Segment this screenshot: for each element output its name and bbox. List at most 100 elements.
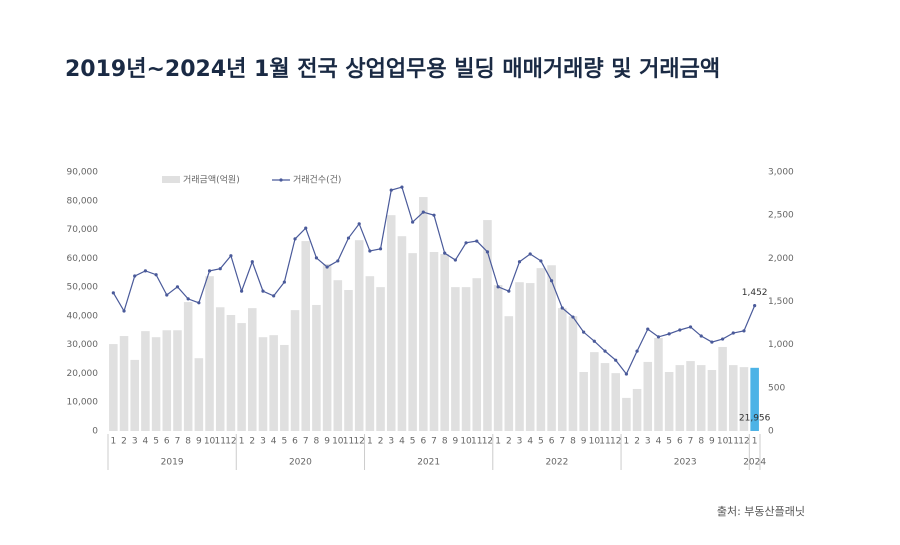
x-tick-label: 12 [482,437,493,447]
bar [386,215,396,431]
line-point [560,306,564,310]
bar [215,307,225,431]
line-point [368,249,372,253]
line-point [111,291,115,295]
bar [397,236,407,431]
line-point [496,285,500,289]
y2-tick-label: 1,500 [768,297,794,307]
line-point [240,289,244,293]
line-point [507,289,511,293]
line-point [485,250,490,254]
x-tick-label: 11 [599,437,610,447]
bar [579,372,588,431]
line-point [261,289,265,293]
bar [686,361,695,431]
x-group-label: 2022 [545,458,568,468]
y2-tick-label: 0 [768,427,774,437]
bar [557,308,567,431]
x-tick-label: 10 [589,437,601,447]
bar [696,365,706,431]
legend-swatch [279,178,283,182]
x-tick-label: 6 [677,437,683,447]
bar [130,359,139,431]
y2-tick-label: 1,000 [768,340,794,350]
bar [451,287,460,431]
x-tick-label: 10 [204,437,216,447]
line-point [175,285,180,289]
x-tick-label: 11 [343,437,354,447]
x-tick-label: 7 [431,437,437,447]
line-point [250,260,254,264]
y-tick-label: 50,000 [67,283,99,293]
x-tick-label: 3 [132,437,138,447]
x-tick-label: 1 [752,437,758,447]
x-tick-label: 9 [324,437,330,447]
x-tick-label: 8 [698,437,704,447]
x-tick-label: 1 [239,437,245,447]
line-point [517,260,522,264]
bar [248,308,257,431]
bar [590,352,599,431]
x-tick-label: 5 [538,437,544,447]
x-tick-label: 5 [666,437,672,447]
bar [632,388,642,431]
bar [301,241,311,431]
x-tick-label: 8 [185,437,191,447]
line-point [218,267,222,271]
x-tick-label: 5 [153,437,159,447]
line-point [186,297,190,301]
x-tick-label: 2 [506,437,512,447]
line-point [592,339,596,343]
line-point [614,358,618,362]
x-tick-label: 1 [624,437,630,447]
legend-swatch [162,176,180,183]
bar [162,330,172,431]
line-point [678,328,682,332]
bar [226,315,236,431]
bar [376,287,385,431]
line-point [411,220,415,224]
x-tick-label: 5 [281,437,287,447]
bar [205,276,214,431]
bar [622,397,631,431]
x-tick-label: 9 [453,437,459,447]
x-tick-label: 12 [738,437,749,447]
line-point [122,309,126,313]
bar [322,264,332,431]
x-tick-label: 1 [110,437,116,447]
line-point [699,334,703,338]
x-tick-label: 4 [527,437,533,447]
chart-title: 2019년~2024년 1월 전국 상업업무용 빌딩 매매거래량 및 거래금액 [65,57,720,82]
x-group-label: 2019 [161,458,184,468]
line-point [667,332,671,336]
bar [440,254,449,431]
y-tick-label: 20,000 [67,369,99,379]
line-point [207,269,212,273]
line-point [720,337,725,341]
bar [515,282,524,431]
line-point [282,280,286,284]
x-tick-label: 6 [549,437,555,447]
bar [547,265,556,431]
y-tick-label: 0 [92,427,98,437]
bar [643,361,653,431]
x-tick-label: 4 [656,437,662,447]
line-point [421,210,425,214]
y-tick-label: 80,000 [67,196,99,206]
x-tick-label: 7 [175,437,181,447]
legend-label: 거래금액(억원) [183,174,240,186]
bar [611,373,620,431]
line-point [603,349,607,353]
bar [600,363,610,431]
bar [654,338,663,431]
line-point [549,279,554,283]
bar [280,344,289,431]
x-tick-label: 2 [249,437,255,447]
line-point [143,269,148,273]
bar [333,280,343,431]
y-tick-label: 30,000 [67,340,99,350]
x-tick-label: 7 [303,437,309,447]
line-point [357,222,361,226]
x-group-label: 2020 [289,458,312,468]
